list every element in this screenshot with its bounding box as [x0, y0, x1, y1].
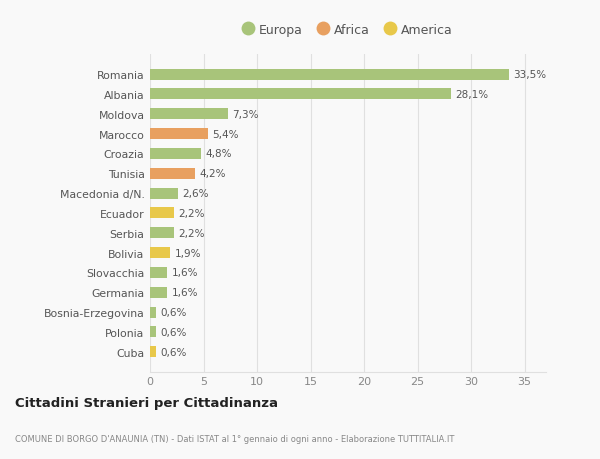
Text: 4,2%: 4,2% — [199, 169, 226, 179]
Text: 2,2%: 2,2% — [178, 208, 205, 218]
Bar — [150, 69, 509, 80]
Bar — [150, 307, 157, 318]
Legend: Europa, Africa, America: Europa, Africa, America — [239, 20, 457, 40]
Bar — [150, 89, 451, 100]
Bar — [150, 267, 167, 278]
Text: 4,8%: 4,8% — [206, 149, 232, 159]
Text: 2,2%: 2,2% — [178, 228, 205, 238]
Text: 33,5%: 33,5% — [513, 70, 546, 80]
Bar — [150, 188, 178, 199]
Bar — [150, 109, 228, 120]
Bar — [150, 129, 208, 140]
Bar — [150, 247, 170, 258]
Text: 28,1%: 28,1% — [455, 90, 488, 100]
Bar — [150, 287, 167, 298]
Bar — [150, 327, 157, 338]
Bar — [150, 228, 173, 239]
Text: 7,3%: 7,3% — [232, 110, 259, 119]
Text: 1,9%: 1,9% — [175, 248, 201, 258]
Text: 1,6%: 1,6% — [172, 268, 198, 278]
Bar — [150, 149, 202, 160]
Text: 5,4%: 5,4% — [212, 129, 239, 139]
Text: 1,6%: 1,6% — [172, 288, 198, 297]
Bar — [150, 168, 195, 179]
Text: 0,6%: 0,6% — [161, 347, 187, 357]
Text: Cittadini Stranieri per Cittadinanza: Cittadini Stranieri per Cittadinanza — [15, 396, 278, 409]
Text: 0,6%: 0,6% — [161, 327, 187, 337]
Text: 0,6%: 0,6% — [161, 308, 187, 317]
Text: 2,6%: 2,6% — [182, 189, 209, 199]
Bar — [150, 208, 173, 219]
Text: COMUNE DI BORGO D'ANAUNIA (TN) - Dati ISTAT al 1° gennaio di ogni anno - Elabora: COMUNE DI BORGO D'ANAUNIA (TN) - Dati IS… — [15, 434, 454, 442]
Bar — [150, 347, 157, 358]
